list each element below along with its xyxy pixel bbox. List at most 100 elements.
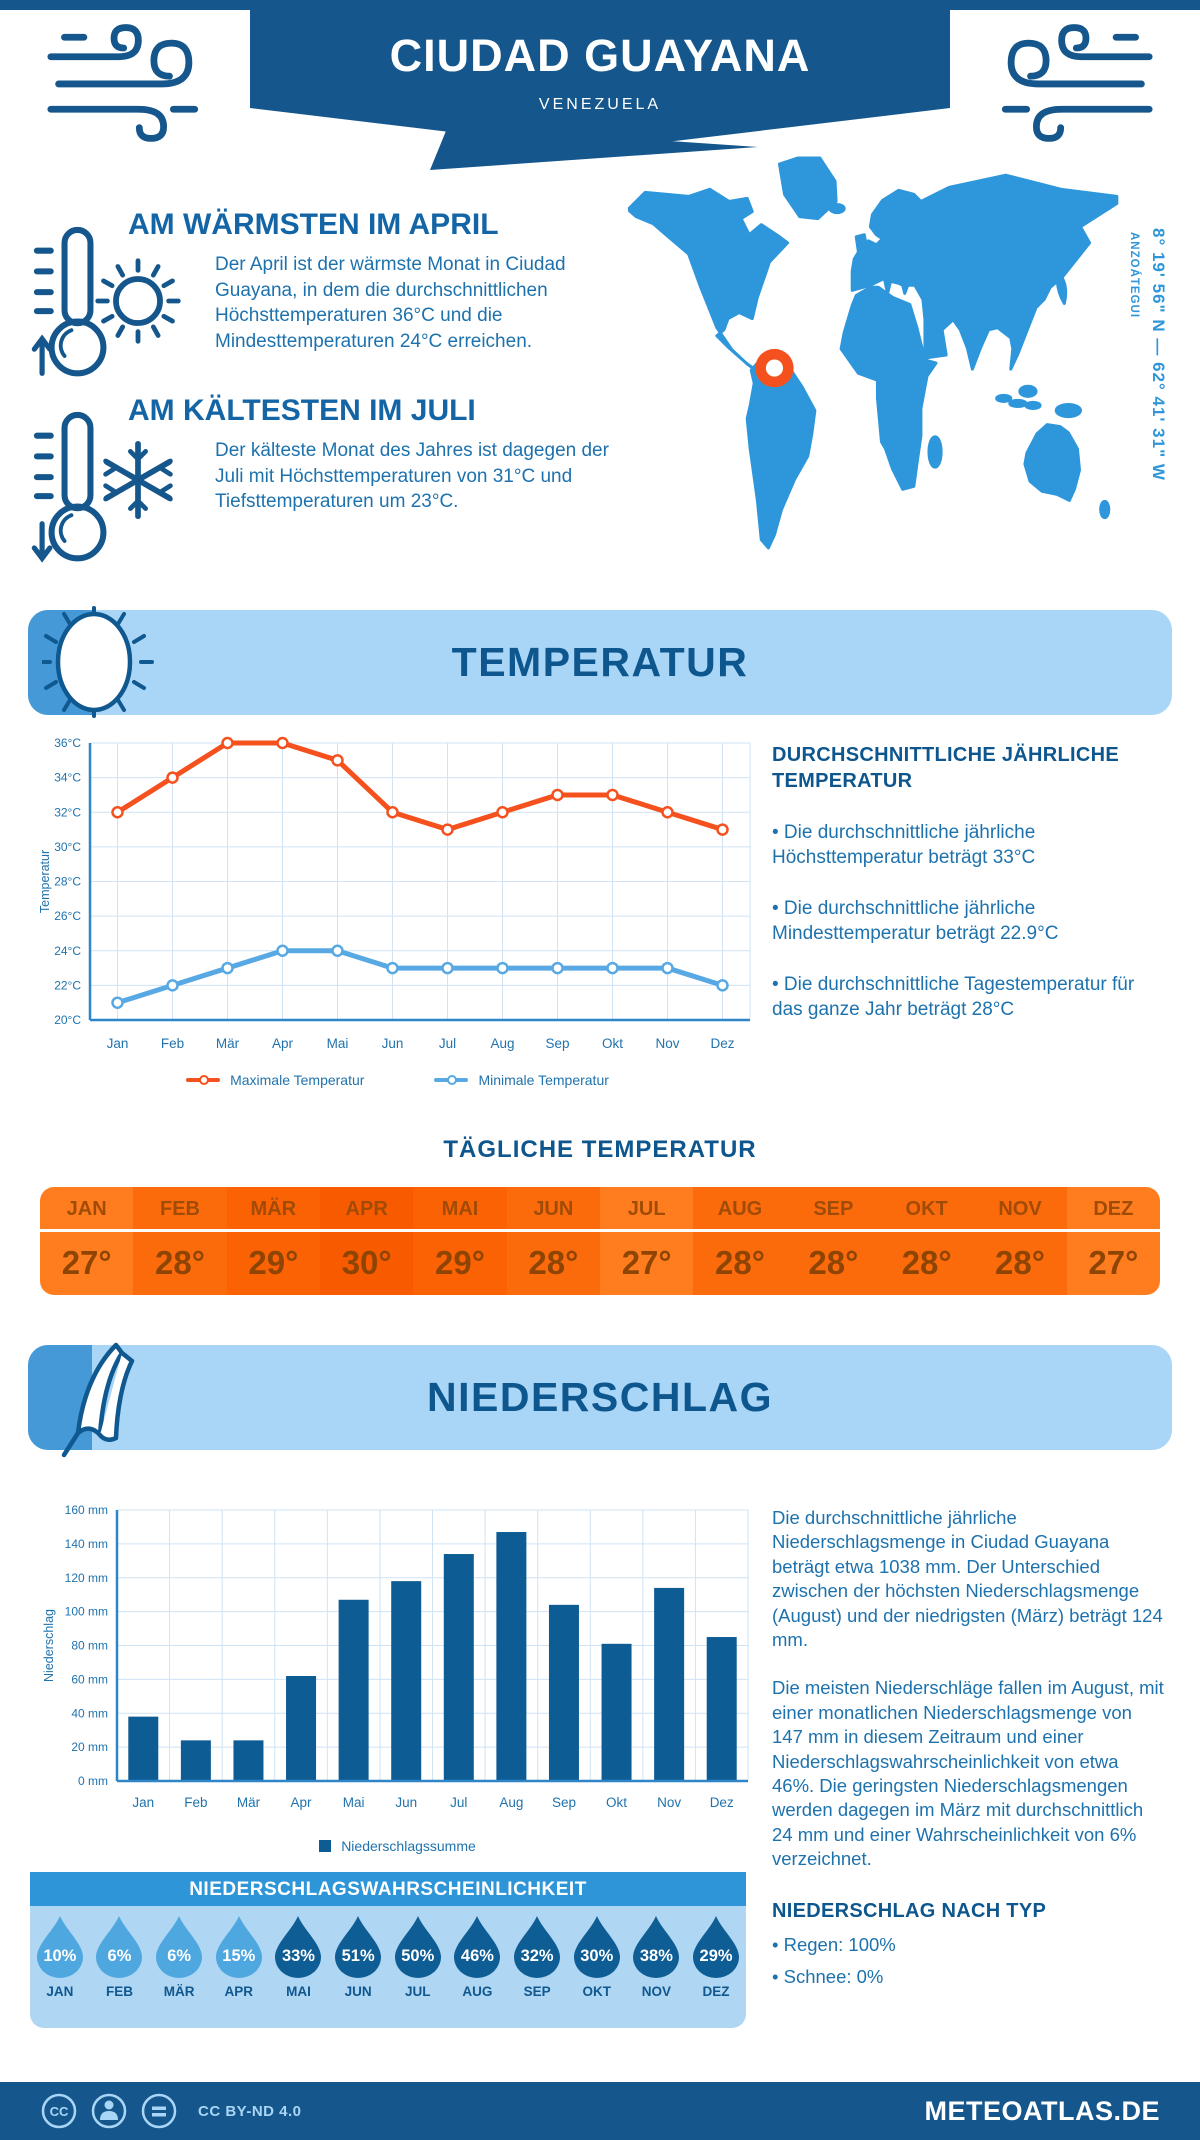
map-marker-icon [755, 348, 794, 388]
svg-text:40 mm: 40 mm [71, 1706, 108, 1720]
footer: CC CC BY-ND 4.0 METEOATLAS.DE [0, 2082, 1200, 2140]
daily-temp-cell: OKT 28° [880, 1187, 974, 1295]
probability-month: MAI [286, 1984, 311, 1999]
svg-text:Jan: Jan [132, 1795, 154, 1810]
droplet-icon: 32% [512, 1914, 562, 1978]
probability-value: 15% [222, 1947, 256, 1965]
daily-temp-value: 27° [1066, 1229, 1160, 1295]
probability-month: SEP [523, 1984, 551, 1999]
droplet-icon: 33% [273, 1914, 323, 1978]
daily-temp-cell: JUL 27° [600, 1187, 694, 1295]
daily-temp-cell: SEP 28° [786, 1187, 880, 1295]
svg-text:20°C: 20°C [54, 1013, 81, 1027]
daily-temp-value: 27° [40, 1229, 134, 1295]
daily-temp-month: JAN [66, 1198, 107, 1220]
svg-text:Apr: Apr [291, 1795, 313, 1810]
droplet-icon: 38% [631, 1914, 681, 1978]
daily-temp-month: DEZ [1093, 1198, 1134, 1220]
daily-temp-cell: MAI 29° [413, 1187, 507, 1295]
legend-item: Minimale Temperatur [434, 1072, 609, 1088]
snowflake-icon [103, 440, 173, 520]
probability-slot: 6% MÄR [151, 1914, 207, 2028]
svg-text:Jun: Jun [382, 1036, 404, 1051]
probability-month: FEB [105, 1984, 133, 1999]
daily-temp-month: OKT [905, 1198, 948, 1220]
svg-text:Jul: Jul [450, 1795, 467, 1810]
daily-temp-cell: MÄR 29° [226, 1187, 320, 1295]
probability-month: APR [224, 1984, 254, 1999]
probability-value: 10% [43, 1947, 77, 1965]
svg-text:Sep: Sep [545, 1036, 569, 1051]
coldest-title: AM KÄLTESTEN IM JULI [128, 394, 476, 427]
svg-text:26°C: 26°C [54, 909, 81, 923]
annual-temperature-title: DURCHSCHNITTLICHE JÄHRLICHE TEMPERATUR [772, 744, 1119, 792]
warmest-title: AM WÄRMSTEN IM APRIL [128, 208, 499, 241]
daily-temp-month: APR [345, 1198, 388, 1220]
daily-temp-cell: FEB 28° [133, 1187, 227, 1295]
daily-temp-cell: JUN 28° [506, 1187, 600, 1295]
daily-temp-month: JUN [533, 1198, 574, 1220]
annual-temperature-column: DURCHSCHNITTLICHE JÄHRLICHE TEMPERATUR •… [772, 742, 1164, 1022]
wind-icon [1001, 24, 1153, 142]
probability-month: JAN [46, 1984, 74, 1999]
probability-value: 38% [639, 1947, 673, 1965]
probability-value: 51% [341, 1947, 375, 1965]
thermometer-down-icon [31, 411, 107, 563]
svg-text:Mär: Mär [237, 1795, 261, 1810]
svg-text:Jan: Jan [107, 1036, 129, 1051]
daily-temp-value: 29° [226, 1229, 320, 1295]
probability-slot: 30% OKT [569, 1914, 625, 2028]
legend-item: Maximale Temperatur [186, 1072, 364, 1088]
svg-text:120 mm: 120 mm [65, 1571, 108, 1585]
daily-temperature-title: TÄGLICHE TEMPERATUR [443, 1136, 757, 1163]
thermometer-up-icon [31, 226, 107, 377]
precipitation-paragraph: Die durchschnittliche jährliche Niedersc… [772, 1507, 1163, 1651]
svg-text:Sep: Sep [552, 1795, 576, 1810]
svg-text:Apr: Apr [272, 1036, 294, 1051]
precipitation-type-item: • Schnee: 0% [772, 1965, 884, 1987]
daily-temp-month: AUG [717, 1198, 763, 1220]
sun-icon [42, 606, 154, 718]
probability-value: 29% [699, 1947, 733, 1965]
droplet-icon: 51% [333, 1914, 383, 1978]
daily-temp-cell: APR 30° [320, 1187, 414, 1295]
coldest-text: Der kälteste Monat des Jahres ist dagege… [215, 440, 609, 513]
probability-slot: 15% APR [211, 1914, 267, 2028]
svg-text:Mär: Mär [216, 1036, 240, 1051]
license-label: CC BY-ND 4.0 [198, 2102, 302, 2120]
daily-temp-cell: NOV 28° [973, 1187, 1067, 1295]
cc-icon: CC [41, 2093, 77, 2129]
droplet-icon: 15% [214, 1914, 264, 1978]
svg-text:0 mm: 0 mm [78, 1774, 108, 1788]
site-name: METEOATLAS.DE [924, 2096, 1160, 2126]
daily-temp-month: NOV [998, 1198, 1042, 1220]
probability-month: JUL [405, 1984, 431, 1999]
probability-slot: 29% DEZ [688, 1914, 744, 2028]
svg-text:60 mm: 60 mm [71, 1672, 108, 1686]
svg-text:32°C: 32°C [54, 805, 81, 819]
daily-temp-cell: JAN 27° [40, 1187, 134, 1295]
daily-temp-value: 28° [786, 1229, 880, 1295]
world-map [628, 156, 1119, 550]
daily-temp-month: MAI [441, 1198, 479, 1220]
precipitation-banner: NIEDERSCHLAG [28, 1342, 1172, 1458]
probability-month: JUN [344, 1984, 372, 1999]
svg-text:140 mm: 140 mm [65, 1537, 108, 1551]
precipitation-probability-panel: 10% JAN 6% FEB 6% MÄR 15% APR 33% MAI 51% JUN 50% JUL… [30, 1906, 746, 2028]
cc-person-icon [91, 2093, 127, 2129]
svg-text:Dez: Dez [710, 1795, 734, 1810]
probability-slot: 33% MAI [270, 1914, 326, 2028]
wind-icon [47, 24, 199, 142]
page-title: CIUDAD GUAYANA [389, 30, 811, 81]
legend-label: Niederschlagssumme [341, 1838, 476, 1854]
probability-slot: 32% SEP [509, 1914, 565, 2028]
precipitation-paragraph: Die meisten Niederschläge fallen im Augu… [772, 1677, 1164, 1870]
daily-temp-value: 28° [133, 1229, 227, 1295]
ribbon-wedge [430, 126, 758, 170]
svg-text:Okt: Okt [602, 1036, 623, 1051]
daily-temp-value: 28° [506, 1229, 600, 1295]
svg-text:28°C: 28°C [54, 875, 81, 889]
droplet-icon: 30% [572, 1914, 622, 1978]
svg-text:30°C: 30°C [54, 840, 81, 854]
cc-nd-icon [141, 2093, 177, 2129]
